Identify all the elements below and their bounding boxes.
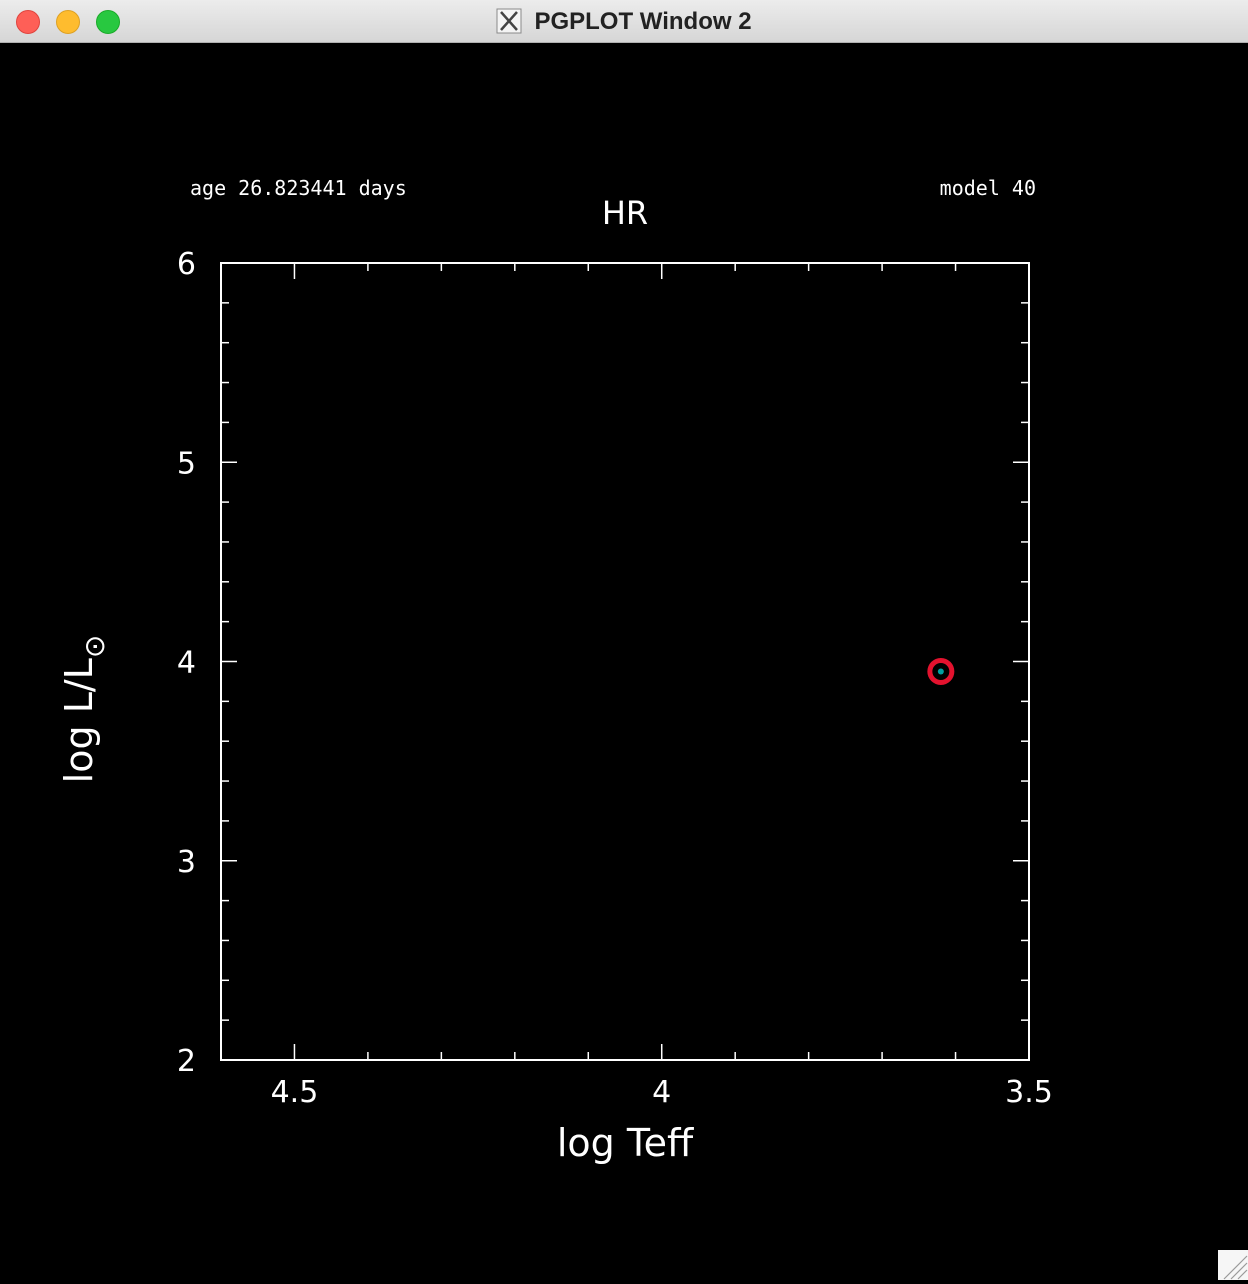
y-tick-label: 2 — [177, 1044, 196, 1079]
zoom-button[interactable] — [96, 10, 120, 34]
y-axis-label: log L/L⊙ — [57, 635, 111, 784]
age-label: age 26.823441 days — [190, 176, 407, 200]
y-tick-label: 3 — [177, 845, 196, 880]
hr-plot: 4.5 4 3.5 2 3 4 5 6 age 26.823441 days model 40… — [57, 176, 1053, 1165]
window-title: PGPLOT Window 2 — [534, 8, 752, 35]
y-axis-label-main: log L/L — [57, 658, 101, 783]
x-tick-label: 3.5 — [1005, 1075, 1053, 1110]
plot-frame — [220, 262, 1030, 1061]
data-point — [937, 668, 944, 675]
x-tick-label: 4 — [652, 1075, 671, 1110]
model-label: model 40 — [940, 176, 1036, 200]
y-tick-label: 6 — [177, 247, 196, 282]
title-bar[interactable]: PGPLOT Window 2 — [0, 0, 1248, 43]
y-tick-label: 5 — [177, 446, 196, 481]
y-tick-label: 4 — [177, 646, 196, 681]
window-title-area: PGPLOT Window 2 — [0, 8, 1248, 36]
minimize-button[interactable] — [56, 10, 80, 34]
sun-symbol: ⊙ — [78, 635, 111, 658]
chart-title: HR — [602, 194, 648, 232]
x11-icon — [496, 8, 522, 34]
resize-grip[interactable] — [1218, 1250, 1248, 1280]
x-tick-label: 4.5 — [271, 1075, 319, 1110]
close-button[interactable] — [16, 10, 40, 34]
x-axis-label: log Teff — [557, 1121, 694, 1165]
data-point-ring — [927, 657, 955, 685]
